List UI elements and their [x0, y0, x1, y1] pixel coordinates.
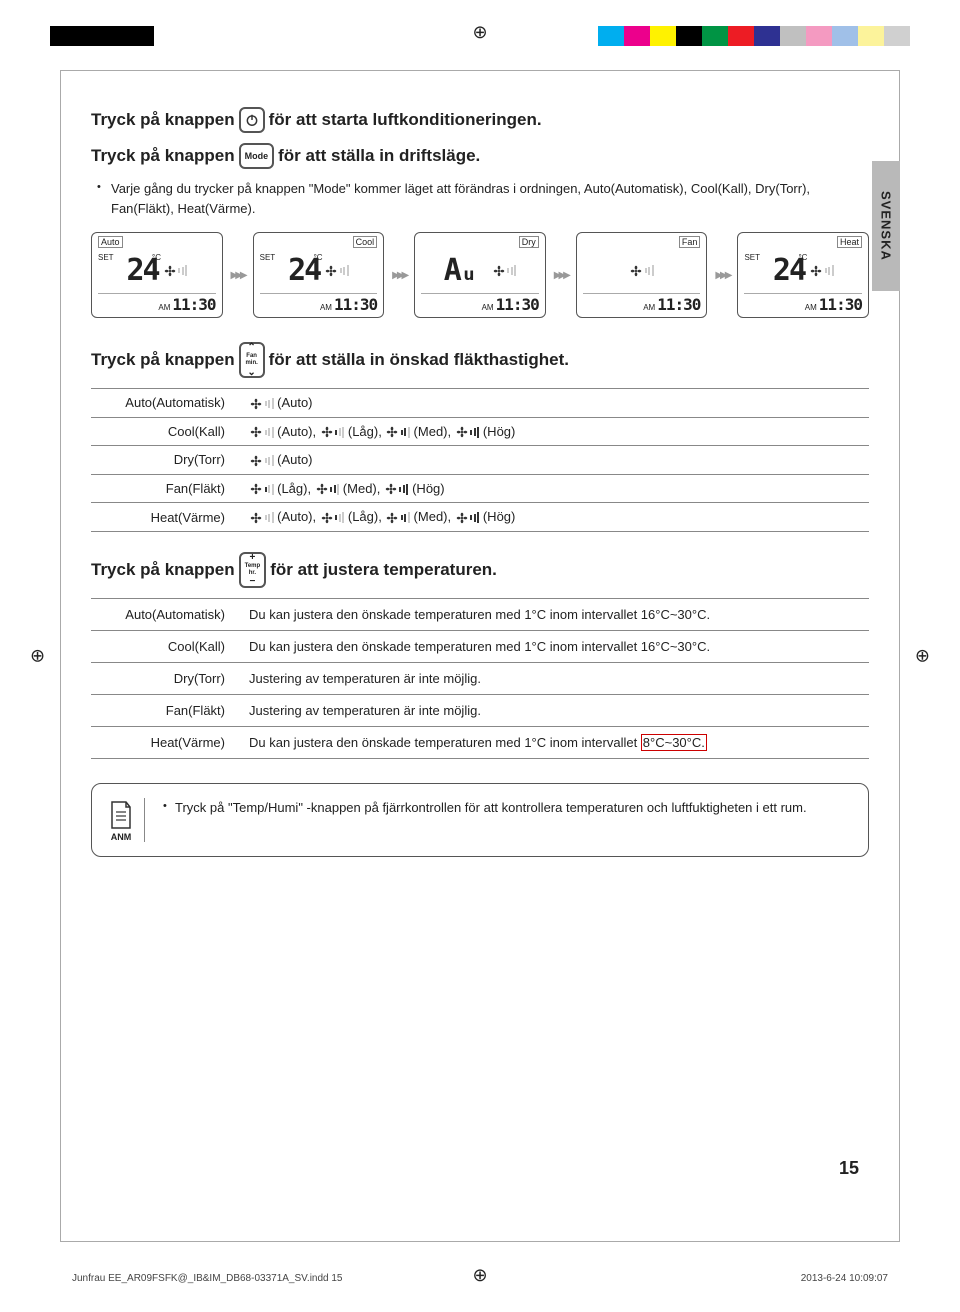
table-row: Auto(Automatisk)Du kan justera den önska… — [91, 598, 869, 630]
heading-fanspeed: Tryck på knappen ⌃ Fan min. ⌄ för att st… — [91, 342, 869, 378]
lcd-row: AutoSET24°CAM11:30▶▶▶CoolSET24°CAM11:30▶… — [91, 232, 869, 318]
mode-cell: Heat(Värme) — [91, 726, 241, 758]
table-row: Dry(Torr) (Auto) — [91, 446, 869, 475]
mode-button-icon: Mode — [239, 143, 275, 169]
note-text: Tryck på "Temp/Humi" -knappen på fjärrko… — [167, 798, 807, 818]
lcd-display-heat: HeatSET24°CAM11:30 — [737, 232, 869, 318]
fan-btn-label: Fan — [246, 353, 257, 360]
plus-icon: + — [249, 552, 255, 563]
temp-button-icon: + Temp hr. − — [239, 552, 267, 588]
options-cell: (Auto), (Låg), (Med), (Hög) — [241, 503, 869, 532]
fan-icon — [385, 425, 410, 439]
lcd-display-fan: FanAM11:30 — [576, 232, 708, 318]
minus-icon: − — [249, 576, 255, 587]
mode-cell: Dry(Torr) — [91, 662, 241, 694]
reg-mark-top: ⊕ — [472, 22, 487, 43]
text: för att starta luftkonditioneringen. — [269, 110, 542, 130]
lcd-display-cool: CoolSET24°CAM11:30 — [253, 232, 385, 318]
fan-icon — [315, 482, 340, 496]
mode-description: Varje gång du trycker på knappen "Mode" … — [91, 179, 869, 218]
fan-icon — [249, 397, 274, 411]
desc-cell: Du kan justera den önskade temperaturen … — [241, 726, 869, 758]
note-icon: ANM — [108, 798, 134, 842]
fanspeed-table: Auto(Automatisk) (Auto)Cool(Kall) (Auto)… — [91, 388, 869, 532]
fan-icon — [249, 482, 274, 496]
footer-date: 2013-6-24 10:09:07 — [801, 1273, 888, 1284]
table-row: Dry(Torr)Justering av temperaturen är in… — [91, 662, 869, 694]
mode-cell: Dry(Torr) — [91, 446, 241, 475]
page-content: SVENSKA Tryck på knappen för att starta … — [60, 70, 900, 1242]
desc-cell: Du kan justera den önskade temperaturen … — [241, 598, 869, 630]
text: Tryck på knappen — [91, 560, 235, 580]
temp-btn-label: Temp — [245, 563, 261, 570]
note-label: ANM — [111, 832, 132, 842]
mode-cell: Cool(Kall) — [91, 630, 241, 662]
fan-icon — [385, 511, 410, 525]
mode-cell: Auto(Automatisk) — [91, 598, 241, 630]
desc-cell: Du kan justera den önskade temperaturen … — [241, 630, 869, 662]
fan-icon — [324, 264, 349, 278]
mode-cell: Heat(Värme) — [91, 503, 241, 532]
power-button-icon — [239, 107, 265, 133]
mode-cell: Auto(Automatisk) — [91, 389, 241, 418]
fan-button-icon: ⌃ Fan min. ⌄ — [239, 342, 265, 378]
table-row: Cool(Kall) (Auto), (Låg), (Med), (Hög) — [91, 417, 869, 446]
mode-cell: Cool(Kall) — [91, 417, 241, 446]
fan-icon — [249, 425, 274, 439]
desc-cell: Justering av temperaturen är inte möjlig… — [241, 694, 869, 726]
temp-btn-sublabel: hr. — [249, 570, 256, 577]
text: Tryck på knappen — [91, 110, 235, 130]
fan-icon — [629, 264, 654, 278]
lcd-display-auto: AutoSET24°CAM11:30 — [91, 232, 223, 318]
text: Tryck på knappen — [91, 146, 235, 166]
mode-cell: Fan(Fläkt) — [91, 474, 241, 503]
fan-icon — [809, 264, 834, 278]
table-row: Fan(Fläkt) (Låg), (Med), (Hög) — [91, 474, 869, 503]
heading-power: Tryck på knappen för att starta luftkond… — [91, 107, 869, 133]
table-row: Heat(Värme) (Auto), (Låg), (Med), (Hög) — [91, 503, 869, 532]
text: för att ställa in driftsläge. — [278, 146, 480, 166]
text: Tryck på knappen — [91, 350, 235, 370]
fan-icon — [384, 482, 409, 496]
chevron-down-icon: ⌄ — [247, 367, 255, 378]
language-tab: SVENSKA — [872, 161, 900, 291]
options-cell: (Låg), (Med), (Hög) — [241, 474, 869, 503]
table-row: Auto(Automatisk) (Auto) — [91, 389, 869, 418]
document-icon — [108, 800, 134, 830]
table-row: Cool(Kall)Du kan justera den önskade tem… — [91, 630, 869, 662]
chevron-up-icon: ⌃ — [247, 342, 255, 353]
fan-icon — [320, 511, 345, 525]
footer-file: Junfrau EE_AR09FSFK@_IB&IM_DB68-03371A_S… — [72, 1273, 343, 1284]
heading-temp: Tryck på knappen + Temp hr. − för att ju… — [91, 552, 869, 588]
fan-icon — [455, 511, 480, 525]
fan-icon — [249, 511, 274, 525]
print-footer: Junfrau EE_AR09FSFK@_IB&IM_DB68-03371A_S… — [72, 1273, 888, 1284]
note-list: Tryck på "Temp/Humi" -knappen på fjärrko… — [159, 798, 807, 818]
bullet-text: Varje gång du trycker på knappen "Mode" … — [101, 179, 869, 218]
reg-mark-left: ⊕ — [30, 646, 45, 667]
options-cell: (Auto) — [241, 389, 869, 418]
table-row: Fan(Fläkt)Justering av temperaturen är i… — [91, 694, 869, 726]
fan-icon — [455, 425, 480, 439]
temp-table: Auto(Automatisk)Du kan justera den önska… — [91, 598, 869, 759]
fan-icon — [249, 454, 274, 468]
page-number: 15 — [839, 1158, 859, 1179]
language-label: SVENSKA — [879, 191, 894, 261]
mode-cell: Fan(Fläkt) — [91, 694, 241, 726]
text: för att ställa in önskad fläkthastighet. — [269, 350, 569, 370]
options-cell: (Auto) — [241, 446, 869, 475]
heading-mode: Tryck på knappen Mode för att ställa in … — [91, 143, 869, 169]
fan-icon — [163, 264, 188, 278]
table-row: Heat(Värme)Du kan justera den önskade te… — [91, 726, 869, 758]
mode-label: Mode — [245, 151, 269, 161]
fan-btn-sublabel: min. — [245, 360, 257, 367]
fan-icon — [492, 264, 517, 278]
note-box: ANM Tryck på "Temp/Humi" -knappen på fjä… — [91, 783, 869, 857]
text: för att justera temperaturen. — [270, 560, 497, 580]
desc-cell: Justering av temperaturen är inte möjlig… — [241, 662, 869, 694]
lcd-display-dry: DryAᵤ AM11:30 — [414, 232, 546, 318]
reg-mark-right: ⊕ — [915, 646, 930, 667]
fan-icon — [320, 425, 345, 439]
options-cell: (Auto), (Låg), (Med), (Hög) — [241, 417, 869, 446]
